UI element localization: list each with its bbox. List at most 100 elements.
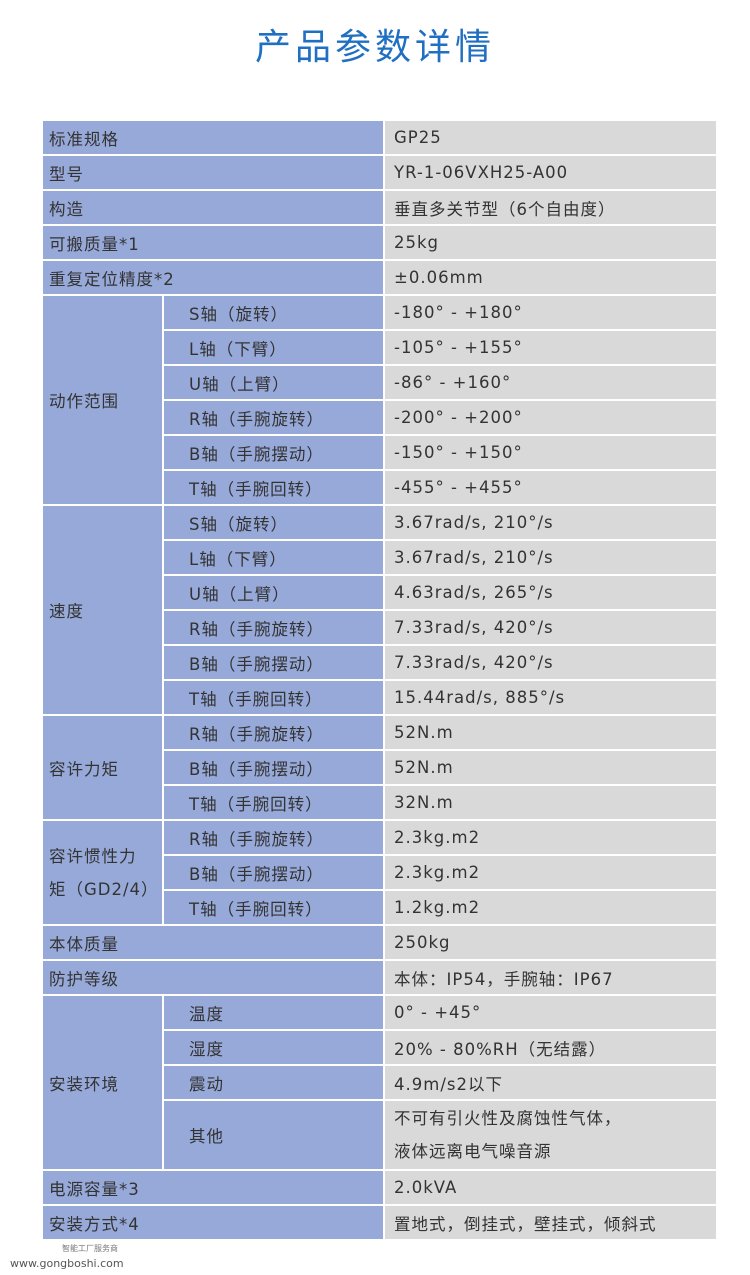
table-row: B轴（手腕摆动） -150° - +150° <box>42 434 718 471</box>
table-row: B轴（手腕摆动） 52N.m <box>42 749 718 786</box>
row-value: YR-1-06VXH25-A00 <box>383 154 718 191</box>
text-line: 矩（GD2/4） <box>49 879 159 899</box>
row-label: 可搬质量*1 <box>41 224 385 261</box>
table-row: 速度 S轴（旋转） 3.67rad/s, 210°/s <box>41 504 718 716</box>
axis-label: T轴（手腕回转） <box>162 784 385 821</box>
table-row: 其他 不可有引火性及腐蚀性气体， 液体远离电气噪音源 <box>42 1099 718 1171</box>
axis-value: 1.2kg.m2 <box>383 889 718 926</box>
table-row: B轴（手腕摆动） 2.3kg.m2 <box>42 854 718 891</box>
env-label: 温度 <box>162 994 385 1031</box>
row-label: 电源容量*3 <box>41 1169 385 1206</box>
table-row: R轴（手腕旋转） -200° - +200° <box>42 399 718 436</box>
axis-value: 15.44rad/s, 885°/s <box>383 679 718 716</box>
axis-label: U轴（上臂） <box>162 364 385 401</box>
table-row: T轴（手腕回转） 32N.m <box>42 784 718 821</box>
axis-value: 3.67rad/s, 210°/s <box>383 504 718 541</box>
env-label: 湿度 <box>162 1029 385 1066</box>
axis-label: B轴（手腕摆动） <box>162 749 385 786</box>
axis-label: S轴（旋转） <box>162 504 385 541</box>
axis-value: -455° - +455° <box>383 469 718 506</box>
table-row: 湿度 20% - 80%RH（无结露） <box>42 1029 718 1066</box>
axis-label: L轴（下臂） <box>162 539 385 576</box>
axis-value: 2.3kg.m2 <box>383 819 718 856</box>
axis-label: T轴（手腕回转） <box>162 679 385 716</box>
axis-value: 52N.m <box>383 749 718 786</box>
axis-value: -86° - +160° <box>383 364 718 401</box>
axis-value: 52N.m <box>383 714 718 751</box>
env-label: 其他 <box>162 1099 385 1171</box>
row-value: 2.0kVA <box>383 1169 718 1206</box>
env-value: 不可有引火性及腐蚀性气体， 液体远离电气噪音源 <box>383 1099 718 1171</box>
table-row: 重复定位精度*2 ±0.06mm <box>41 259 718 296</box>
table-row: T轴（手腕回转） 1.2kg.m2 <box>42 889 718 926</box>
axis-label: R轴（手腕旋转） <box>162 399 385 436</box>
table-row: T轴（手腕回转） 15.44rad/s, 885°/s <box>42 679 718 716</box>
table-row: L轴（下臂） 3.67rad/s, 210°/s <box>42 539 718 576</box>
axis-value: -180° - +180° <box>383 294 718 331</box>
table-row: 容许惯性力矩（GD2/4） R轴（手腕旋转） 2.3kg.m2 <box>41 819 718 926</box>
axis-value: -150° - +150° <box>383 434 718 471</box>
table-row: 容许力矩 R轴（手腕旋转） 52N.m <box>41 714 718 821</box>
row-value: 本体：IP54，手腕轴：IP67 <box>383 959 718 996</box>
row-value: ±0.06mm <box>383 259 718 296</box>
env-label: 震动 <box>162 1064 385 1101</box>
env-value: 20% - 80%RH（无结露） <box>383 1029 718 1066</box>
row-label: 构造 <box>41 189 385 226</box>
table-row: T轴（手腕回转） -455° - +455° <box>42 469 718 506</box>
row-label: 标准规格 <box>41 119 385 156</box>
table-row: L轴（下臂） -105° - +155° <box>42 329 718 366</box>
axis-value: 7.33rad/s, 420°/s <box>383 644 718 681</box>
table-row: 标准规格 GP25 <box>41 119 718 156</box>
row-value: GP25 <box>383 119 718 156</box>
table-row: 型号 YR-1-06VXH25-A00 <box>41 154 718 191</box>
text-line: 不可有引火性及腐蚀性气体， <box>394 1109 622 1128</box>
axis-value: -200° - +200° <box>383 399 718 436</box>
env-value: 4.9m/s2以下 <box>383 1064 718 1101</box>
axis-label: U轴（上臂） <box>162 574 385 611</box>
axis-value: 7.33rad/s, 420°/s <box>383 609 718 646</box>
axis-label: R轴（手腕旋转） <box>162 609 385 646</box>
axis-label: T轴（手腕回转） <box>162 889 385 926</box>
row-label: 型号 <box>41 154 385 191</box>
table-row: 安装方式*4 置地式，倒挂式，壁挂式，倾斜式 <box>41 1204 718 1241</box>
group-label: 容许力矩 <box>41 714 164 821</box>
row-label: 防护等级 <box>41 959 385 996</box>
group-label: 安装环境 <box>41 994 164 1171</box>
table-row: 防护等级 本体：IP54，手腕轴：IP67 <box>41 959 718 996</box>
text-line: 液体远离电气噪音源 <box>394 1142 552 1161</box>
watermark-logo: 智能工厂服务商 www.gongboshi.com <box>10 1244 210 1274</box>
axis-value: 2.3kg.m2 <box>383 854 718 891</box>
axis-label: B轴（手腕摆动） <box>162 434 385 471</box>
table-row: U轴（上臂） 4.63rad/s, 265°/s <box>42 574 718 611</box>
row-label: 重复定位精度*2 <box>41 259 385 296</box>
axis-label: S轴（旋转） <box>162 294 385 331</box>
axis-value: 4.63rad/s, 265°/s <box>383 574 718 611</box>
table-row: 可搬质量*1 25kg <box>41 224 718 261</box>
axis-label: B轴（手腕摆动） <box>162 644 385 681</box>
logo-url: www.gongboshi.com <box>10 1257 124 1270</box>
table-row: B轴（手腕摆动） 7.33rad/s, 420°/s <box>42 644 718 681</box>
row-value: 置地式，倒挂式，壁挂式，倾斜式 <box>383 1204 718 1241</box>
text-line: 容许惯性力 <box>49 846 137 866</box>
axis-label: T轴（手腕回转） <box>162 469 385 506</box>
table-row: 构造 垂直多关节型（6个自由度） <box>41 189 718 226</box>
group-label: 速度 <box>41 504 164 716</box>
axis-label: L轴（下臂） <box>162 329 385 366</box>
table-row: 安装环境 温度 0° - +45° <box>41 994 718 1171</box>
axis-value: 32N.m <box>383 784 718 821</box>
row-value: 垂直多关节型（6个自由度） <box>383 189 718 226</box>
row-value: 25kg <box>383 224 718 261</box>
group-label: 动作范围 <box>41 294 164 506</box>
axis-label: R轴（手腕旋转） <box>162 714 385 751</box>
axis-label: B轴（手腕摆动） <box>162 854 385 891</box>
table-row: 震动 4.9m/s2以下 <box>42 1064 718 1101</box>
row-label: 安装方式*4 <box>41 1204 385 1241</box>
page-title: 产品参数详情 <box>254 27 495 68</box>
axis-value: 3.67rad/s, 210°/s <box>383 539 718 576</box>
table-row: 动作范围 S轴（旋转） -180° - +180° <box>41 294 718 506</box>
row-value: 250kg <box>383 924 718 961</box>
table-row: U轴（上臂） -86° - +160° <box>42 364 718 401</box>
axis-label: R轴（手腕旋转） <box>162 819 385 856</box>
table-row: R轴（手腕旋转） 7.33rad/s, 420°/s <box>42 609 718 646</box>
row-label: 本体质量 <box>41 924 385 961</box>
